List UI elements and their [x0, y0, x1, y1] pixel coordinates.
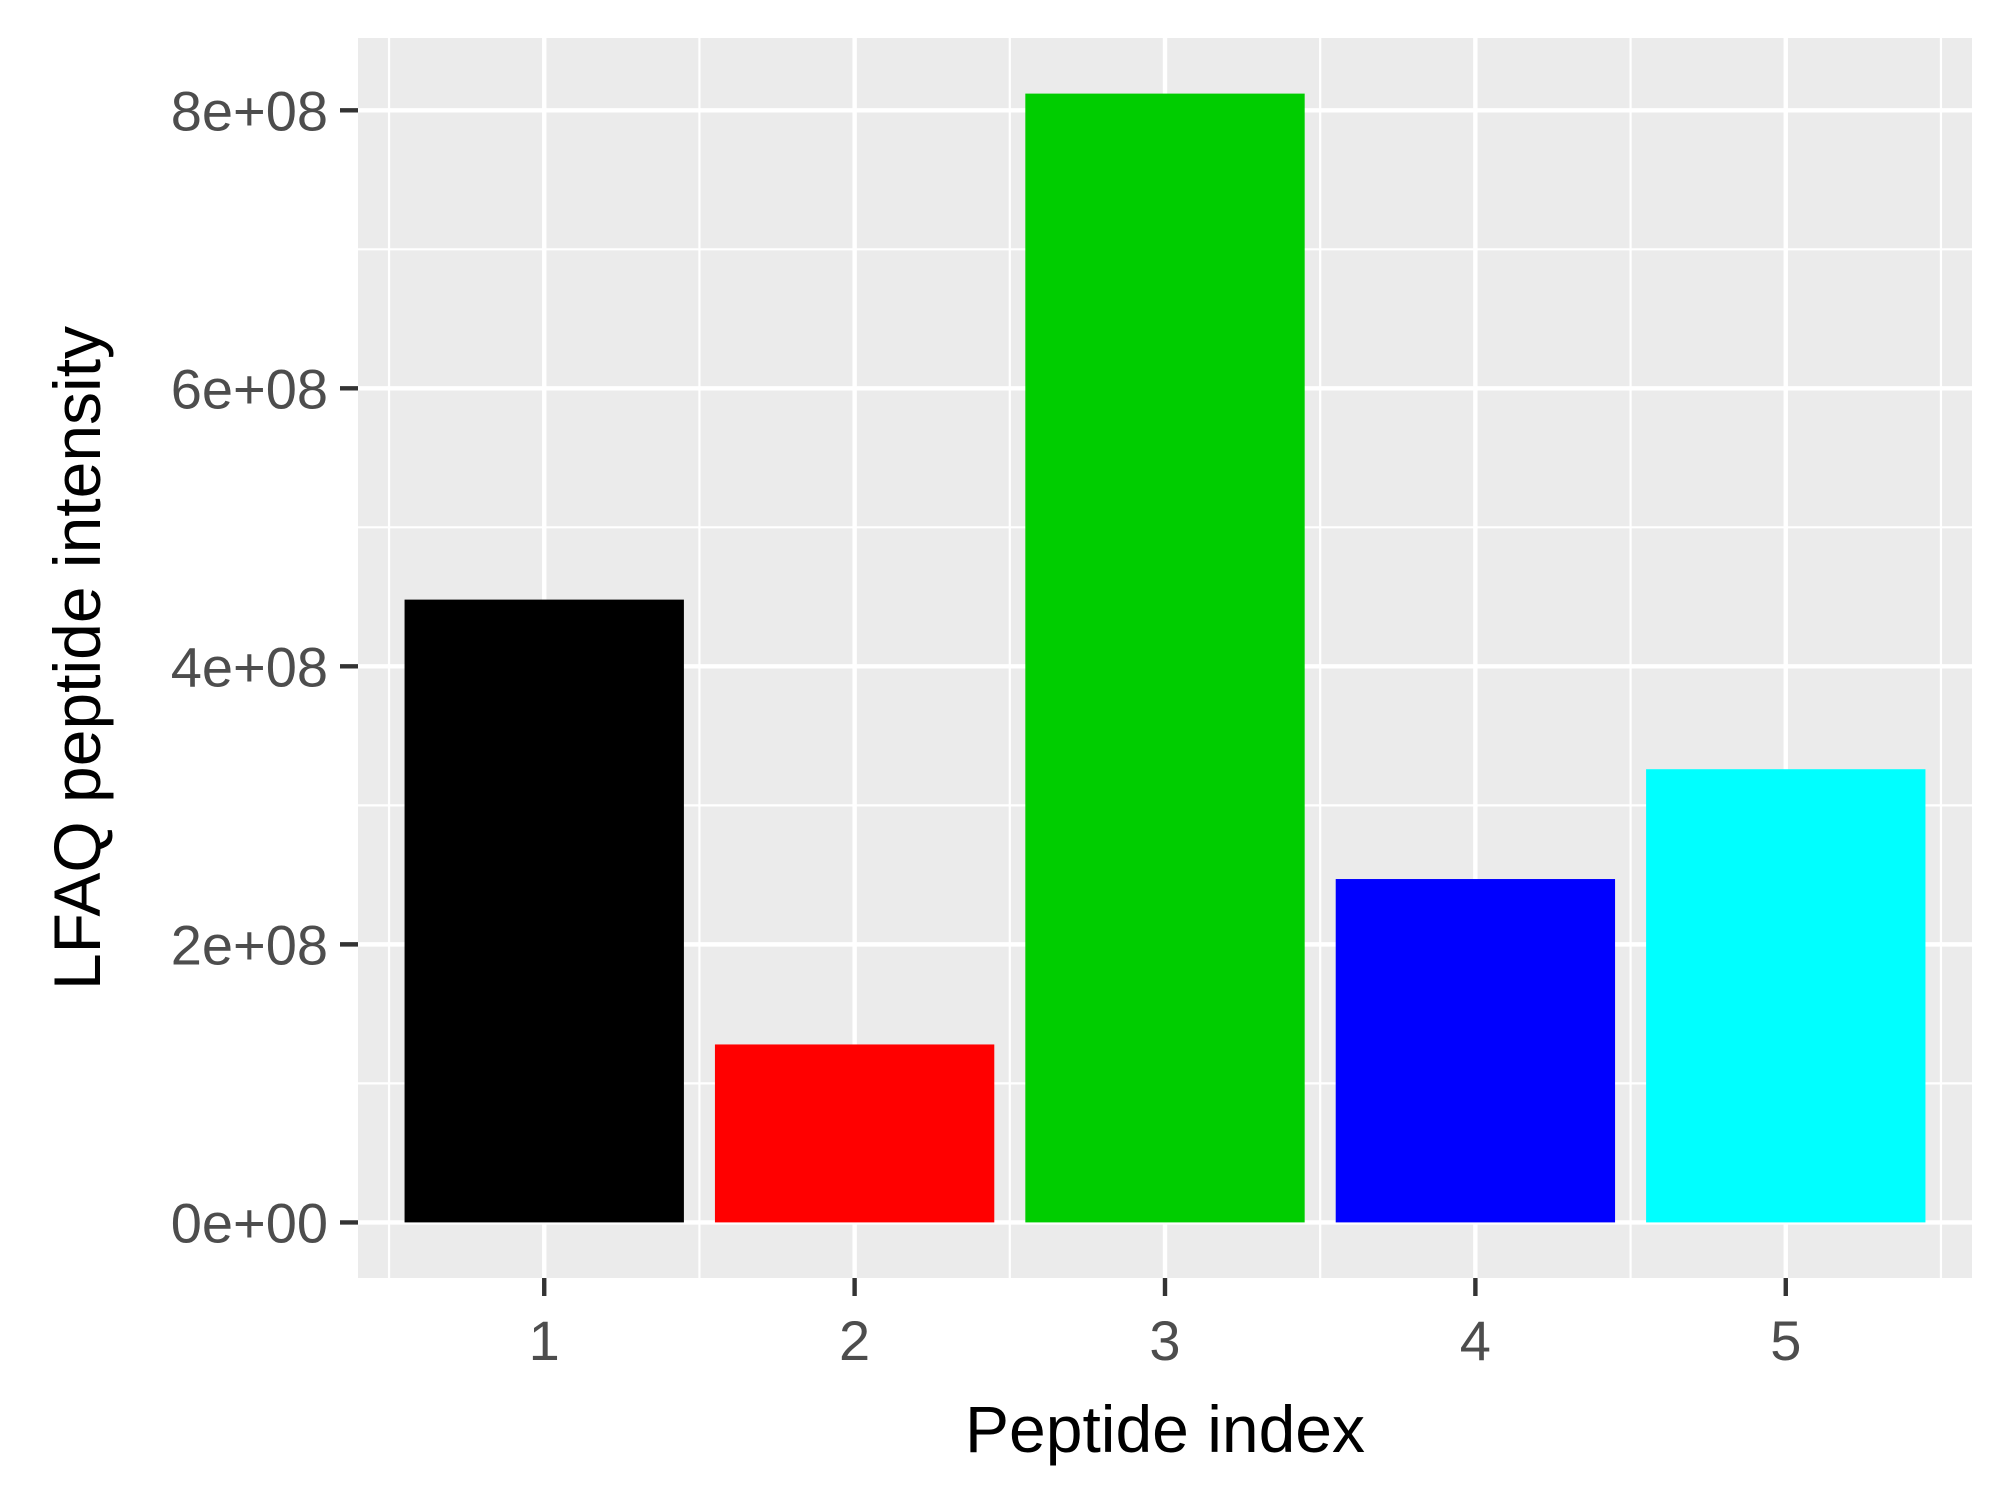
bar-1	[404, 599, 684, 1223]
bar-2	[714, 1044, 995, 1223]
x-tick-label: 5	[1770, 1309, 1801, 1372]
y-axis: 0e+00 2e+08 4e+08 6e+08 8e+08	[171, 79, 358, 1254]
y-tick-label: 0e+00	[171, 1191, 328, 1254]
x-axis: 1 2 3 4 5	[529, 1278, 1801, 1372]
x-tick-label: 3	[1149, 1309, 1180, 1372]
y-tick-label: 2e+08	[171, 913, 328, 976]
y-tick-label: 8e+08	[171, 79, 328, 142]
y-axis-title: LFAQ peptide intensity	[40, 326, 114, 990]
x-axis-title: Peptide index	[965, 1392, 1365, 1466]
bar-3	[1025, 93, 1305, 1223]
bars-group	[404, 93, 1926, 1223]
x-tick-label: 1	[529, 1309, 560, 1372]
bar-5	[1646, 769, 1926, 1223]
x-tick-label: 4	[1460, 1309, 1491, 1372]
y-tick-label: 6e+08	[171, 357, 328, 420]
y-tick-label: 4e+08	[171, 635, 328, 698]
bar-4	[1335, 879, 1616, 1223]
x-tick-label: 2	[839, 1309, 870, 1372]
